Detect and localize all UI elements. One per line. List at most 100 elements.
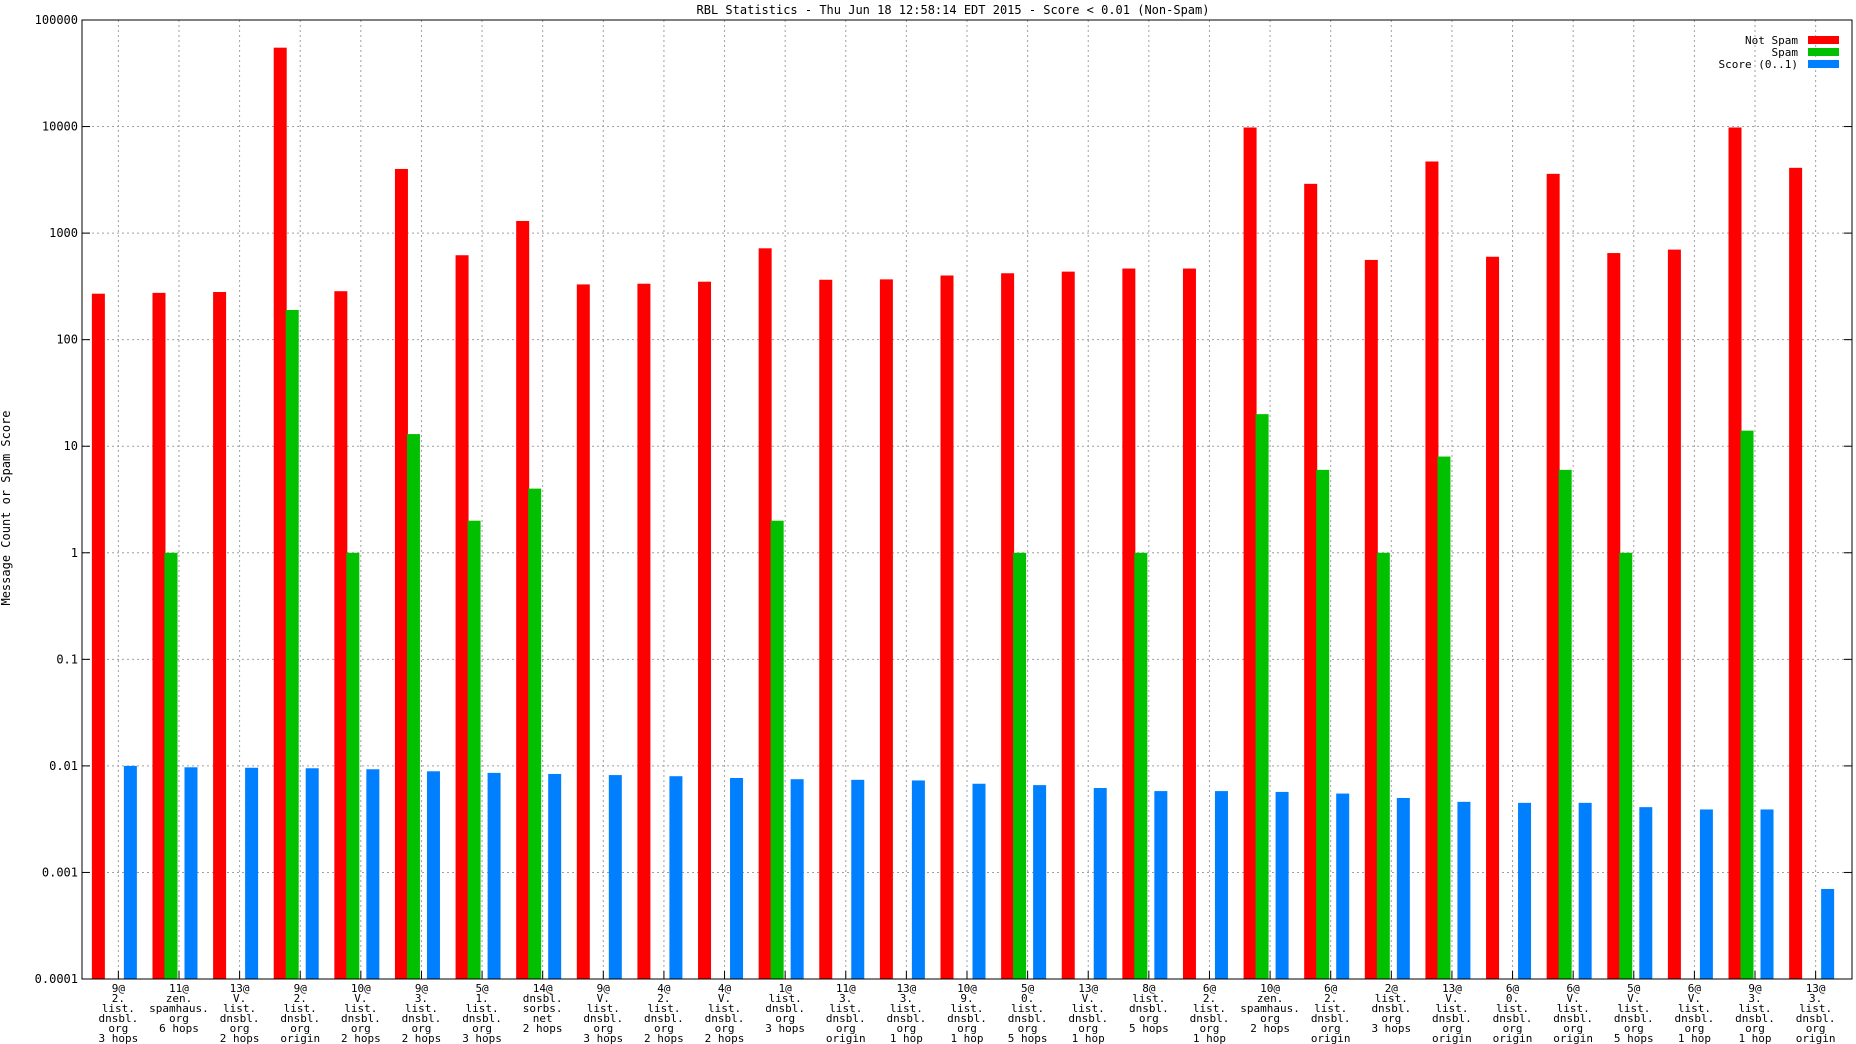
legend-swatch bbox=[1808, 60, 1839, 68]
y-tick-label: 10 bbox=[64, 439, 78, 453]
bar-not-spam bbox=[516, 220, 530, 979]
x-category-label-line: 11@ bbox=[836, 982, 856, 995]
bar-spam bbox=[1740, 430, 1754, 979]
x-category-label-line: 1 hop bbox=[1193, 1032, 1226, 1044]
x-category-label-line: org bbox=[1260, 1012, 1280, 1025]
x-category-label-line: org bbox=[1624, 1022, 1644, 1035]
bar-score-0-1 bbox=[1821, 888, 1835, 979]
x-category-label: 9@ 3. list. dnsbl. org 1 hop bbox=[1735, 982, 1775, 1044]
x-category-label-line: dnsbl. bbox=[523, 992, 563, 1005]
x-category-label-line: dnsbl. bbox=[947, 1012, 987, 1025]
bar-not-spam bbox=[152, 292, 166, 979]
x-category-label-line: 2. bbox=[1324, 992, 1337, 1005]
x-category-label-line: list. bbox=[1557, 1002, 1590, 1015]
bar-not-spam bbox=[819, 279, 833, 980]
x-category-label-line: list. bbox=[1011, 1002, 1044, 1015]
bar-score-0-1 bbox=[1639, 807, 1653, 979]
x-category-label-line: list. bbox=[647, 1002, 680, 1015]
x-category-label-line: 10@ bbox=[957, 982, 977, 995]
x-category-label-line: list. bbox=[1132, 992, 1165, 1005]
x-category-label: 13@ 3. list. dnsbl. org 1 hop bbox=[887, 982, 927, 1044]
x-category-label-line: 14@ bbox=[533, 982, 553, 995]
x-category-label-line: dnsbl. bbox=[705, 1012, 745, 1025]
x-category-label-line: 9. bbox=[960, 992, 973, 1005]
bar-spam bbox=[1558, 469, 1572, 979]
x-category-label-line: dnsbl. bbox=[280, 1012, 320, 1025]
x-category-label-line: org bbox=[957, 1022, 977, 1035]
x-category-label-line: org bbox=[715, 1022, 735, 1035]
bar-score-0-1 bbox=[1093, 788, 1107, 979]
x-category-label-line: list. bbox=[769, 992, 802, 1005]
x-category-label-line: 5@ bbox=[1627, 982, 1641, 995]
x-category-label-line: list. bbox=[1193, 1002, 1226, 1015]
x-category-label-line: dnsbl. bbox=[765, 1002, 805, 1015]
x-category-label-line: 5 hops bbox=[1129, 1022, 1169, 1035]
x-category-label-line: zen. bbox=[1257, 992, 1284, 1005]
x-category-label-line: origin bbox=[826, 1032, 866, 1044]
x-category-label-line: 10@ bbox=[351, 982, 371, 995]
bar-score-0-1 bbox=[790, 779, 804, 979]
bar-spam bbox=[467, 520, 481, 979]
bar-score-0-1 bbox=[911, 780, 925, 979]
bar-score-0-1 bbox=[730, 777, 744, 979]
x-category-label-line: 6@ bbox=[1324, 982, 1338, 995]
x-category-label-line: dnsbl. bbox=[1311, 1012, 1351, 1025]
x-category-label-line: 9@ bbox=[112, 982, 126, 995]
x-category-label-line: org bbox=[836, 1022, 856, 1035]
y-tick-label: 10000 bbox=[42, 120, 78, 134]
x-category-label-line: 1@ bbox=[779, 982, 793, 995]
x-category-label-line: 2 hops bbox=[402, 1032, 442, 1044]
x-category-label-line: 2@ bbox=[1385, 982, 1399, 995]
x-category-label-line: 3 hops bbox=[462, 1032, 502, 1044]
x-category-label: 8@ list. dnsbl. org 5 hops bbox=[1129, 982, 1169, 1035]
x-category-label-line: 1 hop bbox=[950, 1032, 983, 1044]
x-category-label-line: 1 hop bbox=[1072, 1032, 1105, 1044]
x-category-label: 13@ V. list. dnsbl. org 2 hops bbox=[220, 982, 260, 1044]
bar-spam bbox=[528, 488, 542, 979]
x-category-label: 9@ 3. list. dnsbl. org 2 hops bbox=[402, 982, 442, 1044]
bar-not-spam bbox=[1001, 273, 1015, 979]
bar-score-0-1 bbox=[1578, 802, 1592, 979]
x-category-label-line: 5 hops bbox=[1008, 1032, 1048, 1044]
y-axis-label: Message Count or Spam Score bbox=[0, 410, 13, 605]
bar-not-spam bbox=[758, 248, 772, 980]
x-category-label-line: list. bbox=[1435, 1002, 1468, 1015]
x-category-label-line: 8@ bbox=[1142, 982, 1156, 995]
legend-label: Score (0..1) bbox=[1719, 58, 1798, 71]
x-category-label-line: org bbox=[1503, 1022, 1523, 1035]
y-tick-label: 1 bbox=[71, 546, 78, 560]
x-category-label-line: 13@ bbox=[1806, 982, 1826, 995]
x-category-label-line: 5@ bbox=[475, 982, 489, 995]
x-category-label-line: dnsbl. bbox=[644, 1012, 684, 1025]
x-category-label: 11@ 3. list. dnsbl. org origin bbox=[826, 982, 866, 1044]
x-category-label-line: org bbox=[1018, 1022, 1038, 1035]
x-category-label-line: 13@ bbox=[1442, 982, 1462, 995]
x-category-label: 6@ 0. list. dnsbl. org origin bbox=[1493, 982, 1533, 1044]
x-category-label-line: dnsbl. bbox=[1735, 1012, 1775, 1025]
bar-not-spam bbox=[637, 283, 651, 979]
x-category-label-line: 1 hop bbox=[1738, 1032, 1771, 1044]
y-tick-label: 100000 bbox=[35, 13, 78, 27]
x-category-label-line: 2. bbox=[294, 992, 307, 1005]
bar-not-spam bbox=[273, 47, 287, 980]
x-category-label-line: V. bbox=[1688, 992, 1701, 1005]
x-category-label-line: list. bbox=[223, 1002, 256, 1015]
bar-not-spam bbox=[1364, 259, 1378, 979]
bar-score-0-1 bbox=[487, 772, 501, 979]
x-category-label-line: dnsbl. bbox=[1553, 1012, 1593, 1025]
x-category-label-line: spamhaus. bbox=[1240, 1002, 1300, 1015]
x-category-label-line: 2. bbox=[657, 992, 670, 1005]
x-category-label-line: 6 hops bbox=[159, 1022, 199, 1035]
bar-not-spam bbox=[1425, 161, 1439, 979]
x-category-label-line: org bbox=[108, 1022, 128, 1035]
x-category-label-line: dnsbl. bbox=[1008, 1012, 1048, 1025]
x-category-label-line: dnsbl. bbox=[220, 1012, 260, 1025]
x-category-label: 6@ 2. list. dnsbl. org 1 hop bbox=[1190, 982, 1230, 1044]
x-category-label-line: list. bbox=[890, 1002, 923, 1015]
x-category-label-line: dnsbl. bbox=[98, 1012, 138, 1025]
bar-not-spam bbox=[1667, 249, 1681, 980]
bar-score-0-1 bbox=[1154, 791, 1168, 979]
x-category-label-line: org bbox=[1806, 1022, 1826, 1035]
